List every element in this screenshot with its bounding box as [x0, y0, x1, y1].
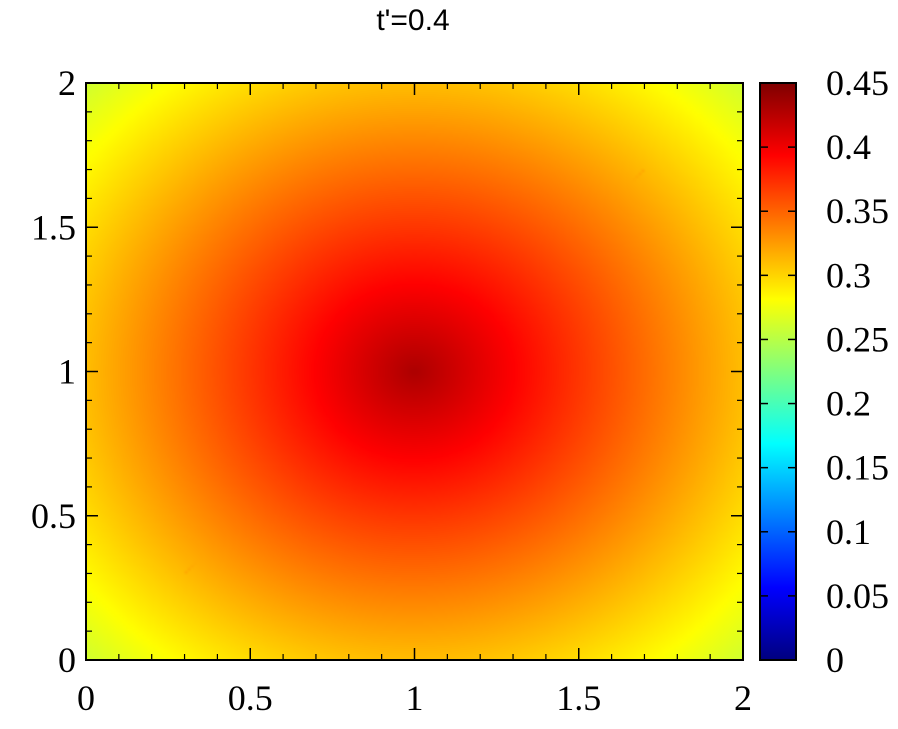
colorbar-tick-label: 0.2 — [826, 384, 871, 424]
colorbar-tick-label: 0.4 — [826, 127, 871, 167]
colorbar-tick-label: 0.3 — [826, 255, 871, 295]
chart-title: t'=0.4 — [376, 4, 449, 37]
y-tick-label: 1 — [58, 352, 76, 392]
x-tick-label: 0.5 — [228, 678, 273, 718]
colorbar-tick-label: 0 — [826, 640, 844, 680]
y-tick-label: 0.5 — [31, 496, 76, 536]
y-tick-label: 2 — [58, 63, 76, 103]
y-tick-label: 1.5 — [31, 207, 76, 247]
colorbar-tick-label: 0.1 — [826, 512, 871, 552]
colorbar-tick-label: 0.05 — [826, 576, 889, 616]
colorbar-group: 0 0.05 0.1 0.15 0.2 0.25 0.3 0.35 0.4 0.45 — [759, 63, 889, 680]
colorbar-tick-label: 0.15 — [826, 448, 889, 488]
colorbar-tick-label: 0.35 — [826, 191, 889, 231]
colorbar-tick-label: 0.25 — [826, 319, 889, 359]
heatmap-image — [86, 83, 743, 660]
x-tick-label: 1 — [406, 678, 424, 718]
colorbar-tick-label: 0.45 — [826, 63, 889, 103]
y-tick-label: 0 — [58, 640, 76, 680]
axes-group: 0 0.5 1 1.5 2 0 0.5 1 1.5 2 — [31, 63, 752, 718]
x-tick-label: 1.5 — [556, 678, 601, 718]
colorbar — [759, 82, 797, 661]
x-tick-label: 0 — [77, 678, 95, 718]
x-tick-label: 2 — [734, 678, 752, 718]
heatmap-image-group — [86, 83, 743, 660]
